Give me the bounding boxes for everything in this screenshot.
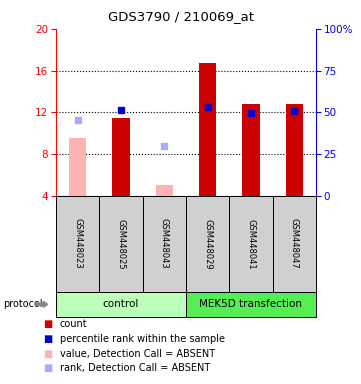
Bar [112, 118, 130, 196]
Bar [69, 138, 86, 196]
Text: ■: ■ [43, 319, 53, 329]
Text: control: control [103, 299, 139, 310]
Text: ■: ■ [43, 363, 53, 373]
Text: ■: ■ [43, 334, 53, 344]
Text: count: count [60, 319, 87, 329]
Text: MEK5D transfection: MEK5D transfection [199, 299, 303, 310]
Bar [242, 104, 260, 196]
Text: GDS3790 / 210069_at: GDS3790 / 210069_at [108, 10, 253, 23]
Text: value, Detection Call = ABSENT: value, Detection Call = ABSENT [60, 349, 215, 359]
Text: GSM448029: GSM448029 [203, 218, 212, 269]
Text: GSM448043: GSM448043 [160, 218, 169, 269]
Text: GSM448023: GSM448023 [73, 218, 82, 269]
Text: GSM448025: GSM448025 [117, 218, 125, 269]
Text: GSM448041: GSM448041 [247, 218, 255, 269]
Bar [286, 104, 303, 196]
Text: ■: ■ [43, 349, 53, 359]
Bar [156, 185, 173, 196]
Text: percentile rank within the sample: percentile rank within the sample [60, 334, 225, 344]
Text: GSM448047: GSM448047 [290, 218, 299, 269]
Text: protocol: protocol [4, 299, 43, 310]
Bar [199, 63, 216, 196]
Text: rank, Detection Call = ABSENT: rank, Detection Call = ABSENT [60, 363, 210, 373]
